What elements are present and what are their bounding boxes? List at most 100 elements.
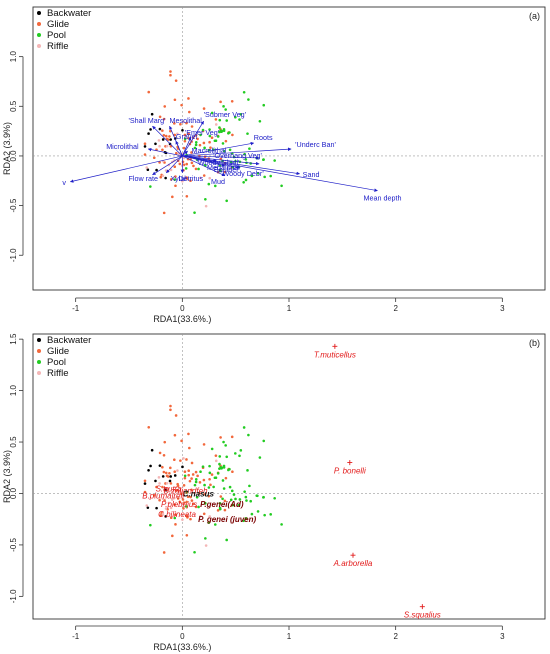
site-point-pool [194,140,198,144]
site-point-glide [169,129,172,133]
site-point-backwater [173,474,177,477]
site-point-glide [173,433,177,437]
site-point-pool [222,129,226,133]
species-marker [419,604,425,610]
site-point-pool [244,158,248,161]
site-point-riffle [161,512,165,516]
site-point-pool [221,479,225,482]
site-point-glide [173,458,176,462]
site-point-pool [234,497,237,501]
site-point-backwater [147,468,150,472]
vector-arrow [152,155,183,176]
site-point-glide [190,151,193,154]
site-point-glide [181,498,185,501]
vector-label: Microlithal [106,142,139,151]
site-point-glide [186,516,189,519]
site-point-glide [190,161,194,165]
legend-marker-backwater [37,11,41,15]
site-point-glide [198,481,202,484]
site-point-pool [230,489,234,493]
site-point-pool [222,487,226,490]
legend-marker-glide [37,22,41,26]
vector-label: Mean depth [364,194,402,203]
site-point-glide [164,134,168,138]
site-point-riffle [199,176,202,180]
site-point-glide [176,482,179,486]
site-point-glide [185,533,189,537]
site-point-glide [190,477,193,480]
site-point-glide [189,495,192,499]
species-label: S.squalius [404,611,441,620]
site-point-glide [169,178,173,181]
site-point-pool [269,174,272,178]
site-point-glide [192,164,195,168]
site-point-glide [179,122,182,126]
site-point-pool [234,452,237,455]
vector-arrow [152,125,183,157]
species-marker [350,552,356,558]
site-point-pool [149,523,152,527]
site-point-pool [244,495,248,499]
site-point-backwater [164,488,168,492]
site-point-glide [169,73,172,77]
y-tick-label: -0.5 [9,537,18,551]
site-point-pool [262,103,266,107]
site-point-glide [159,514,163,517]
y-axis-title: RDA2 (3.9%) [2,122,12,175]
site-point-riffle [165,144,169,148]
site-point-glide [196,474,199,478]
site-point-pool [225,455,229,459]
site-point-pool [245,499,248,502]
site-point-pool [258,119,262,123]
site-point-pool [242,426,246,429]
site-point-pool [258,456,262,459]
site-point-pool [228,467,231,471]
site-point-pool [256,510,260,513]
site-point-pool [222,149,226,153]
legend-label-backwater: Backwater [47,335,91,346]
site-point-glide [174,513,177,517]
vector-label: Megalithal [207,163,240,172]
legend-marker-pool [37,33,41,37]
site-point-glide [230,435,234,439]
site-point-pool [173,178,177,181]
vector-label: 'Shall Marg' [128,116,166,125]
site-point-backwater [143,145,147,148]
site-point-glide [159,175,163,179]
site-point-glide [173,503,177,506]
site-point-glide [143,479,147,483]
site-point-pool [218,506,222,510]
y-tick-label: 0.5 [9,100,18,112]
site-point-backwater [155,506,158,510]
site-point-backwater [149,464,152,468]
site-point-pool [262,439,266,443]
site-point-glide [224,139,228,143]
site-point-glide [169,408,172,412]
vector-label: v [62,178,66,187]
site-point-pool [244,178,248,182]
site-point-glide [188,479,192,483]
vector-label: Macrolithal [192,146,227,155]
site-point-pool [246,469,249,472]
site-point-riffle [208,515,212,518]
site-point-glide [187,97,190,100]
site-point-glide [183,133,187,137]
site-point-pool [208,128,211,131]
site-point-riffle [165,481,169,485]
site-point-pool [228,148,232,152]
site-point-riffle [161,174,165,178]
legend-label-riffle: Riffle [47,41,68,52]
site-point-glide [165,474,169,478]
site-points [143,70,283,215]
site-point-glide [190,461,194,465]
site-point-pool [193,550,196,554]
site-point-glide [169,482,173,485]
site-point-pool [222,466,226,469]
site-point-riffle [182,457,185,460]
x-tick-label: 2 [393,632,398,641]
site-point-glide [174,523,177,526]
site-point-riffle [214,459,218,463]
site-point-pool [193,483,197,487]
